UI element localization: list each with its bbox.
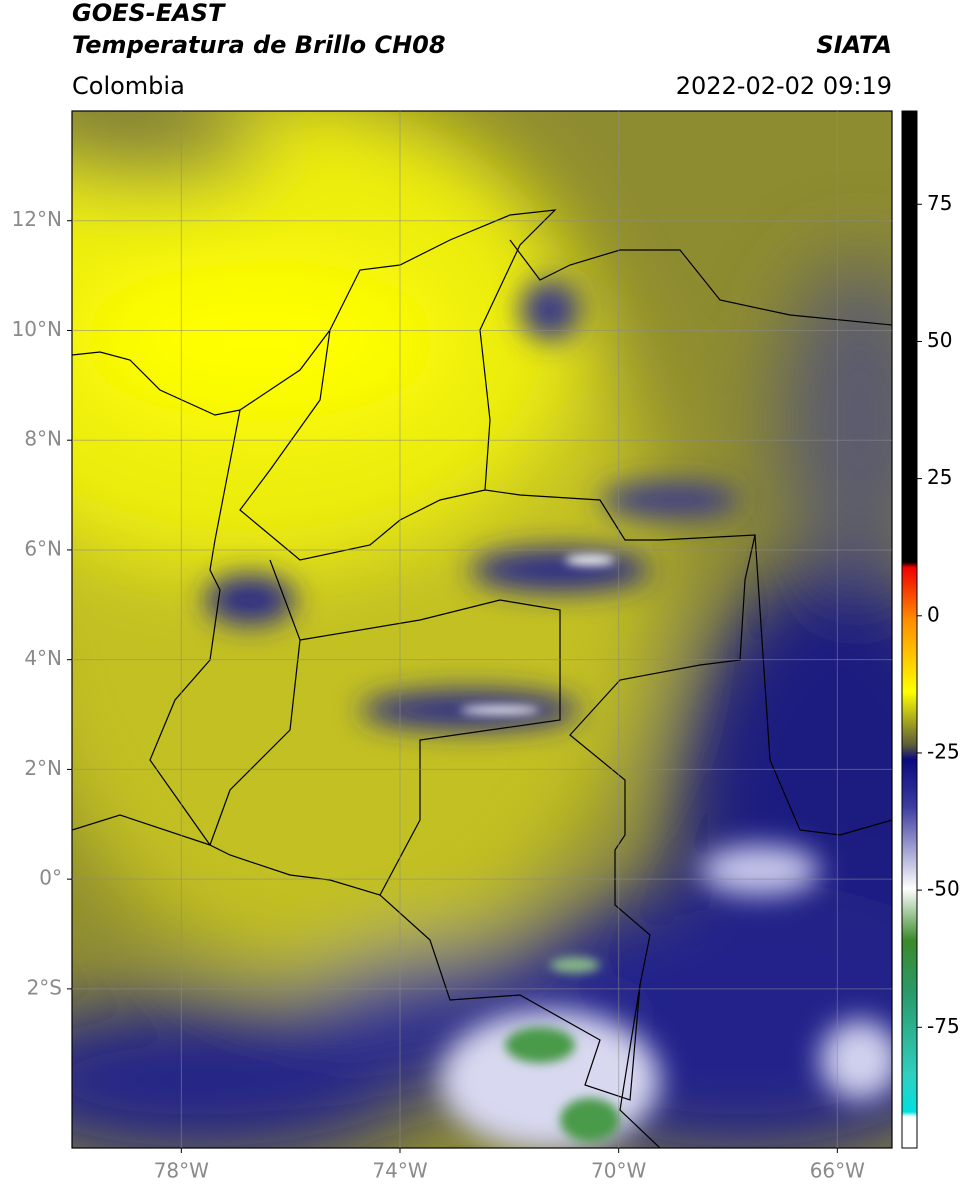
colorbar-tick-label: 75: [927, 191, 952, 215]
y-tick-label: 2°S: [27, 975, 62, 999]
colorbar-tick-label: -50: [927, 877, 960, 901]
source: SIATA: [816, 31, 892, 59]
country-border: [619, 984, 661, 1148]
country-border: [72, 351, 241, 416]
colorbar-tick-label: -75: [927, 1014, 960, 1038]
department-border: [239, 329, 486, 561]
x-tick-label: 74°W: [372, 1159, 427, 1183]
y-tick-label: 12°N: [12, 207, 62, 231]
country-border: [754, 534, 892, 836]
department-border: [299, 599, 561, 896]
department-border: [209, 559, 301, 846]
subtitle: Temperatura de Brillo CH08: [72, 31, 446, 59]
x-tick-label: 66°W: [810, 1159, 865, 1183]
datetime: 2022-02-02 09:19: [676, 72, 892, 100]
country-border: [72, 814, 211, 846]
y-tick-label: 4°N: [24, 646, 62, 670]
country-border: [149, 209, 756, 1101]
y-tick-label: 0°: [39, 866, 62, 890]
y-tick-label: 2°N: [24, 756, 62, 780]
y-tick-label: 6°N: [24, 536, 62, 560]
y-tick-label: 8°N: [24, 427, 62, 451]
y-tick-label: 10°N: [12, 317, 62, 341]
map-frame: [71, 110, 893, 1149]
title: GOES-EAST: [72, 0, 226, 27]
x-tick-label: 78°W: [154, 1159, 209, 1183]
colorbar-tick-label: 50: [927, 328, 952, 352]
colorbar-tick-label: -25: [927, 739, 960, 763]
colorbar-tick-label: 25: [927, 465, 952, 489]
coastline: [509, 239, 892, 326]
x-tick-label: 70°W: [591, 1159, 646, 1183]
satellite-image: [72, 111, 892, 1148]
colorbar: [901, 110, 918, 1149]
region: Colombia: [72, 72, 185, 100]
colorbar-tick-label: 0: [927, 602, 940, 626]
